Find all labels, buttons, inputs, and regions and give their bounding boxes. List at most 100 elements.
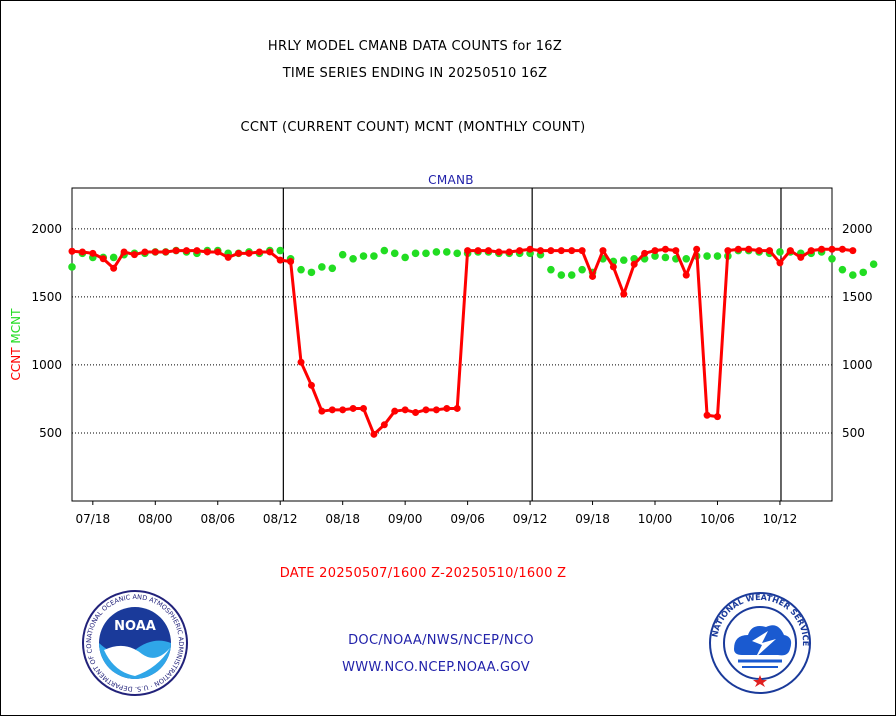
- data-point-ccnt: [422, 406, 430, 414]
- data-point-ccnt: [99, 255, 107, 263]
- data-point-ccnt: [391, 407, 399, 415]
- data-point-ccnt: [214, 248, 222, 256]
- y-tick-label-right: 1500: [842, 290, 873, 304]
- data-point-ccnt: [516, 247, 524, 255]
- y-tick-label-right: 500: [842, 426, 865, 440]
- series-line-ccnt: [71, 247, 854, 436]
- data-point-ccnt: [661, 245, 669, 253]
- data-point-mcnt: [849, 271, 857, 279]
- data-point-mcnt: [859, 268, 868, 277]
- data-point-ccnt: [193, 247, 201, 255]
- y-tick-label-left: 1000: [31, 358, 62, 372]
- data-point-mcnt: [390, 249, 399, 258]
- data-point-ccnt: [318, 407, 326, 415]
- data-point-ccnt: [162, 248, 170, 256]
- data-point-ccnt: [151, 248, 159, 256]
- data-point-mcnt: [578, 265, 586, 274]
- data-point-ccnt: [266, 248, 274, 256]
- plot-area: [71, 187, 833, 502]
- data-point-mcnt: [557, 271, 566, 279]
- plot-title: CMANB: [428, 173, 474, 187]
- noaa-logo: NOAA NATIONAL OCEANIC AND ATMOSPHERIC AD…: [80, 588, 188, 696]
- data-point-mcnt: [370, 252, 378, 260]
- data-point-ccnt: [547, 247, 555, 255]
- data-point-ccnt: [849, 247, 857, 255]
- y-tick-label-right: 2000: [842, 222, 873, 236]
- footer-website: WWW.NCO.NCEP.NOAA.GOV: [342, 660, 530, 675]
- chart-title-line-2: TIME SERIES ENDING IN 20250510 16Z: [282, 66, 548, 81]
- data-point-ccnt: [838, 245, 846, 253]
- data-point-ccnt: [797, 253, 805, 261]
- data-point-mcnt: [453, 249, 462, 258]
- x-tick-label: 09/00: [388, 512, 423, 526]
- data-point-ccnt: [120, 248, 128, 256]
- x-tick-label: 09/06: [450, 512, 485, 526]
- data-point-ccnt: [380, 421, 388, 429]
- data-point-mcnt: [703, 252, 711, 260]
- data-point-mcnt: [276, 246, 285, 255]
- y-axis-label: CCNT MCNT: [9, 308, 23, 381]
- data-point-ccnt: [734, 245, 742, 253]
- x-tick-label: 08/06: [200, 512, 235, 526]
- data-point-ccnt: [786, 247, 794, 255]
- data-point-mcnt: [401, 253, 409, 262]
- data-point-ccnt: [443, 404, 451, 412]
- data-point-ccnt: [360, 404, 368, 412]
- data-point-mcnt: [567, 271, 576, 279]
- data-point-mcnt: [776, 248, 784, 256]
- y-tick-label-right: 1000: [842, 358, 873, 372]
- data-point-ccnt: [557, 247, 565, 255]
- data-point-ccnt: [724, 247, 732, 255]
- data-point-ccnt: [89, 249, 97, 257]
- x-tick-label: 08/00: [138, 512, 173, 526]
- data-point-mcnt: [307, 268, 316, 277]
- data-point-ccnt: [370, 430, 378, 438]
- x-tick-label: 10/12: [763, 512, 798, 526]
- data-point-ccnt: [609, 263, 617, 271]
- data-point-ccnt: [235, 249, 243, 257]
- data-point-ccnt: [693, 245, 701, 253]
- data-point-mcnt: [651, 252, 659, 260]
- data-point-ccnt: [828, 245, 836, 253]
- x-tick-label: 09/12: [513, 512, 548, 526]
- data-point-mcnt: [713, 252, 722, 260]
- data-point-ccnt: [141, 248, 149, 256]
- data-point-ccnt: [78, 248, 86, 256]
- data-point-ccnt: [224, 253, 232, 261]
- data-point-mcnt: [432, 248, 441, 256]
- data-point-mcnt: [328, 264, 337, 273]
- data-point-ccnt: [401, 406, 409, 414]
- data-point-ccnt: [255, 248, 263, 256]
- data-point-ccnt: [651, 247, 659, 255]
- y-tick-label-left: 2000: [31, 222, 62, 236]
- data-point-ccnt: [568, 247, 576, 255]
- data-point-ccnt: [349, 404, 357, 412]
- data-point-ccnt: [818, 245, 826, 253]
- data-point-mcnt: [380, 246, 389, 255]
- nws-logo: NATIONAL WEATHER SERVICE: [709, 592, 811, 694]
- x-tick-label: 08/18: [325, 512, 360, 526]
- data-point-ccnt: [536, 247, 544, 255]
- data-point-ccnt: [245, 249, 253, 257]
- y-tick-label-left: 1500: [31, 290, 62, 304]
- data-point-ccnt: [484, 247, 492, 255]
- footer-agency: DOC/NOAA/NWS/NCEP/NCO: [348, 633, 534, 648]
- x-tick-label: 10/00: [638, 512, 673, 526]
- data-point-ccnt: [130, 251, 138, 259]
- data-point-ccnt: [526, 245, 534, 253]
- x-tick-label: 07/18: [76, 512, 111, 526]
- data-point-ccnt: [183, 247, 191, 255]
- data-point-ccnt: [474, 247, 482, 255]
- data-point-ccnt: [495, 248, 503, 256]
- data-point-ccnt: [412, 409, 420, 417]
- data-point-ccnt: [672, 247, 680, 255]
- data-point-mcnt: [297, 265, 305, 274]
- x-tick-label: 08/12: [263, 512, 298, 526]
- y-axis-label-ccnt: CCNT: [9, 347, 23, 381]
- data-point-ccnt: [713, 413, 721, 421]
- data-point-mcnt: [442, 248, 451, 256]
- data-point-ccnt: [432, 406, 440, 414]
- data-point-mcnt: [828, 254, 836, 263]
- data-point-ccnt: [297, 358, 305, 366]
